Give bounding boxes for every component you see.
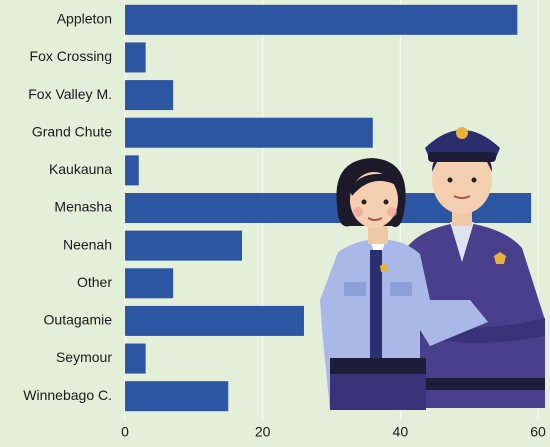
bar <box>125 5 517 35</box>
bar <box>125 344 146 374</box>
x-tick-label: 60 <box>530 424 546 440</box>
bar <box>125 42 146 72</box>
bar <box>125 118 373 148</box>
x-tick-label: 40 <box>393 424 409 440</box>
y-tick-label: Kaukauna <box>49 161 112 177</box>
chart: 0 20 40 60 Appleton Fox Crossing Fox Valley M.… <box>0 0 550 447</box>
y-tick-label: Neenah <box>63 236 112 252</box>
bar <box>125 268 173 298</box>
page: {"chart_data": {"type": "bar", "orientat… <box>0 0 550 447</box>
bar <box>125 155 139 185</box>
y-tick-label: Appleton <box>57 11 112 27</box>
x-tick-label: 0 <box>121 424 129 440</box>
y-tick-label: Fox Crossing <box>30 48 112 64</box>
y-tick-label: Winnebago C. <box>23 387 112 403</box>
y-tick-label: Outagamie <box>44 312 113 328</box>
y-tick-label: Seymour <box>56 349 112 365</box>
bar <box>125 80 173 110</box>
y-tick-label: Grand Chute <box>32 123 112 139</box>
y-tick-label: Menasha <box>54 199 112 215</box>
bar <box>125 306 304 336</box>
x-tick-label: 20 <box>255 424 271 440</box>
y-tick-label: Fox Valley M. <box>28 86 112 102</box>
bar <box>125 381 228 411</box>
y-tick-label: Other <box>77 274 112 290</box>
bar <box>125 231 242 261</box>
